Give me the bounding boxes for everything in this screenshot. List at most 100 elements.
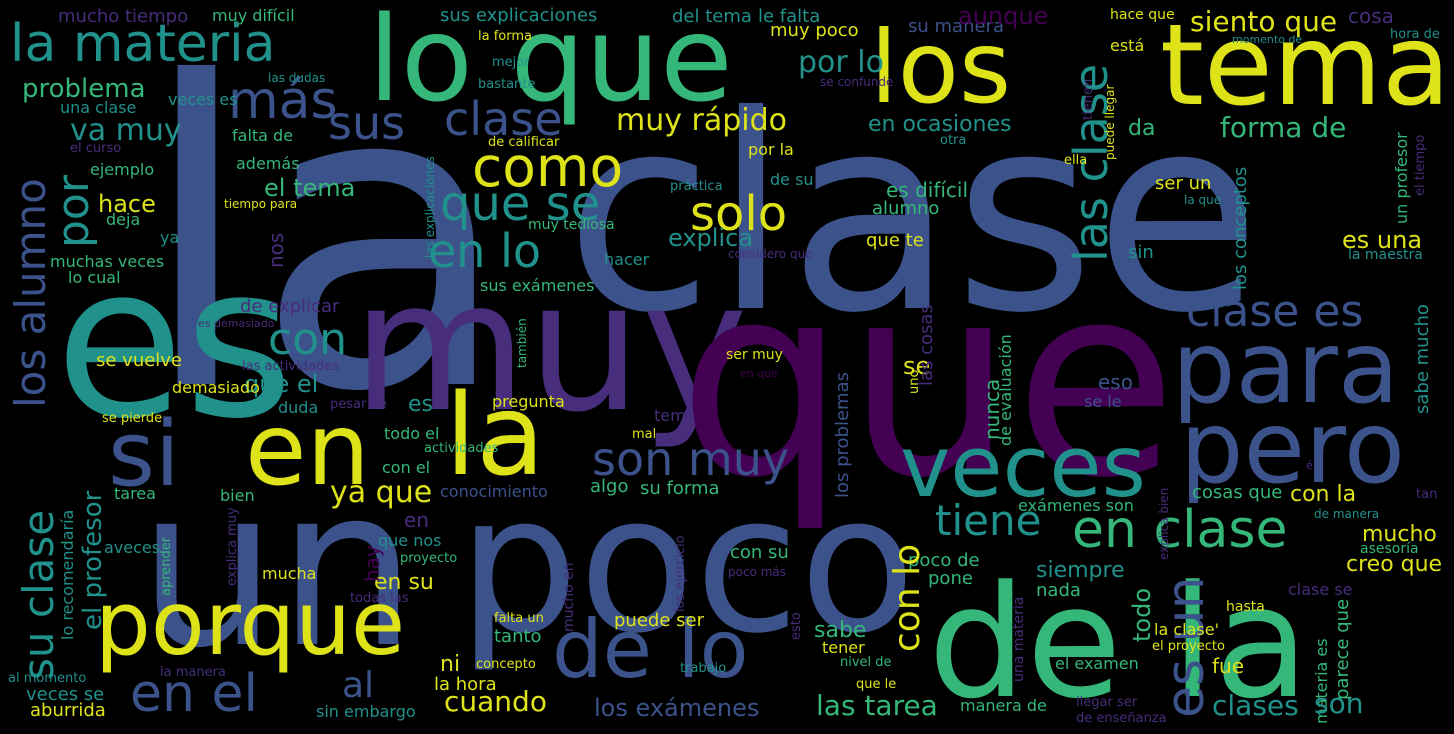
- word: es: [55, 220, 294, 465]
- word: nos: [264, 232, 288, 268]
- word: fue: [1212, 654, 1245, 678]
- word: mucho en: [561, 562, 577, 632]
- word: que el: [244, 370, 319, 398]
- word: aveces: [104, 538, 161, 557]
- word: la hora: [434, 674, 497, 695]
- word: ya que: [330, 475, 433, 510]
- word: sus exámenes: [480, 276, 595, 295]
- word: tener: [822, 638, 865, 657]
- word: cosas que: [1192, 482, 1283, 503]
- word: tiempo para: [224, 197, 298, 211]
- word: de la: [928, 552, 1310, 733]
- word: deja: [106, 210, 141, 229]
- word: es difícil: [886, 178, 969, 202]
- word: su manera: [908, 16, 1004, 37]
- word: con el: [382, 458, 431, 477]
- word: como: [472, 135, 624, 199]
- word: todo el: [384, 424, 440, 443]
- word: da: [1128, 116, 1156, 141]
- word: la manera: [160, 665, 226, 680]
- word: sus explicaciones: [440, 5, 598, 26]
- word: su forma: [640, 478, 720, 499]
- word: proyecto: [400, 551, 458, 566]
- word: muchas veces: [50, 252, 165, 271]
- word: si: [108, 402, 180, 507]
- word: él: [1306, 459, 1316, 472]
- word: mejor: [492, 55, 530, 70]
- word: tan: [1416, 487, 1438, 502]
- word: un profesor: [1392, 132, 1411, 224]
- word: tanto: [494, 626, 542, 647]
- word: el examen: [1055, 654, 1139, 673]
- word: tiene: [935, 496, 1042, 545]
- word: problema: [22, 74, 146, 104]
- word: conocimiento: [440, 482, 548, 501]
- word: puede llegar: [1103, 84, 1117, 160]
- word: nivel de: [840, 655, 892, 670]
- word: hace: [98, 190, 156, 218]
- word: se: [903, 352, 931, 380]
- word: creo que: [1346, 552, 1443, 577]
- word: tema: [654, 406, 696, 425]
- word: falta un: [494, 611, 544, 626]
- word: el curso: [70, 141, 122, 156]
- word: en: [404, 508, 429, 532]
- word: clases: [1212, 689, 1299, 722]
- word: la clase': [1154, 620, 1219, 639]
- word: lo cual: [68, 268, 121, 287]
- word: llegar ser: [1076, 695, 1138, 710]
- word: va muy: [70, 113, 182, 148]
- word: en clase: [1072, 500, 1288, 560]
- word: con su: [730, 542, 789, 563]
- word: de evaluación: [996, 334, 1015, 446]
- word: se le: [1084, 392, 1122, 411]
- word: que nos: [378, 531, 442, 550]
- word: una materia: [1011, 596, 1027, 682]
- word: pesar de: [330, 397, 387, 412]
- word: bastante: [478, 77, 536, 92]
- word: mucho: [1362, 522, 1437, 547]
- word: lo recomendaría: [58, 509, 77, 640]
- word: cosa: [1348, 4, 1394, 28]
- word: todo: [1128, 587, 1156, 642]
- word: que se: [440, 176, 601, 232]
- word: está: [1110, 36, 1145, 55]
- word: la que: [1184, 193, 1222, 207]
- word: momento de: [1232, 33, 1303, 46]
- word: lo que: [368, 0, 733, 128]
- word: otra: [940, 133, 967, 148]
- word: clase se: [1288, 580, 1353, 599]
- word: muy rápido: [616, 103, 788, 138]
- word: un: [138, 440, 417, 696]
- word: porque: [95, 572, 406, 675]
- word: una clase: [60, 98, 137, 117]
- word: las cosas: [916, 304, 937, 386]
- word: en ocasiones: [868, 112, 1012, 137]
- word: las tarea: [816, 689, 938, 722]
- word: solo: [690, 186, 788, 242]
- word: son: [1314, 687, 1364, 720]
- word: práctica: [670, 179, 723, 194]
- word: al momento: [8, 671, 87, 686]
- word: los problemas: [832, 372, 853, 498]
- word: ella: [1064, 153, 1088, 168]
- word: los alumno: [6, 178, 55, 408]
- word: cuando: [444, 685, 547, 718]
- word: clase: [444, 92, 563, 146]
- word: exámenes son: [1018, 496, 1134, 515]
- word: por lo: [798, 45, 884, 80]
- word: siento que: [1190, 5, 1338, 38]
- word: muy: [352, 243, 748, 452]
- word: las dudas: [268, 71, 326, 85]
- word: puede ser: [614, 610, 704, 631]
- word: la: [138, 0, 513, 484]
- word: son muy: [592, 432, 790, 486]
- word: sus: [328, 96, 406, 150]
- word: todas las: [350, 591, 409, 606]
- word: el proyecto: [1152, 639, 1225, 654]
- word: de calificar: [488, 135, 560, 150]
- word: manera de: [960, 696, 1047, 715]
- word: sabe mucho: [1412, 304, 1433, 414]
- word: los conceptos: [1230, 166, 1251, 290]
